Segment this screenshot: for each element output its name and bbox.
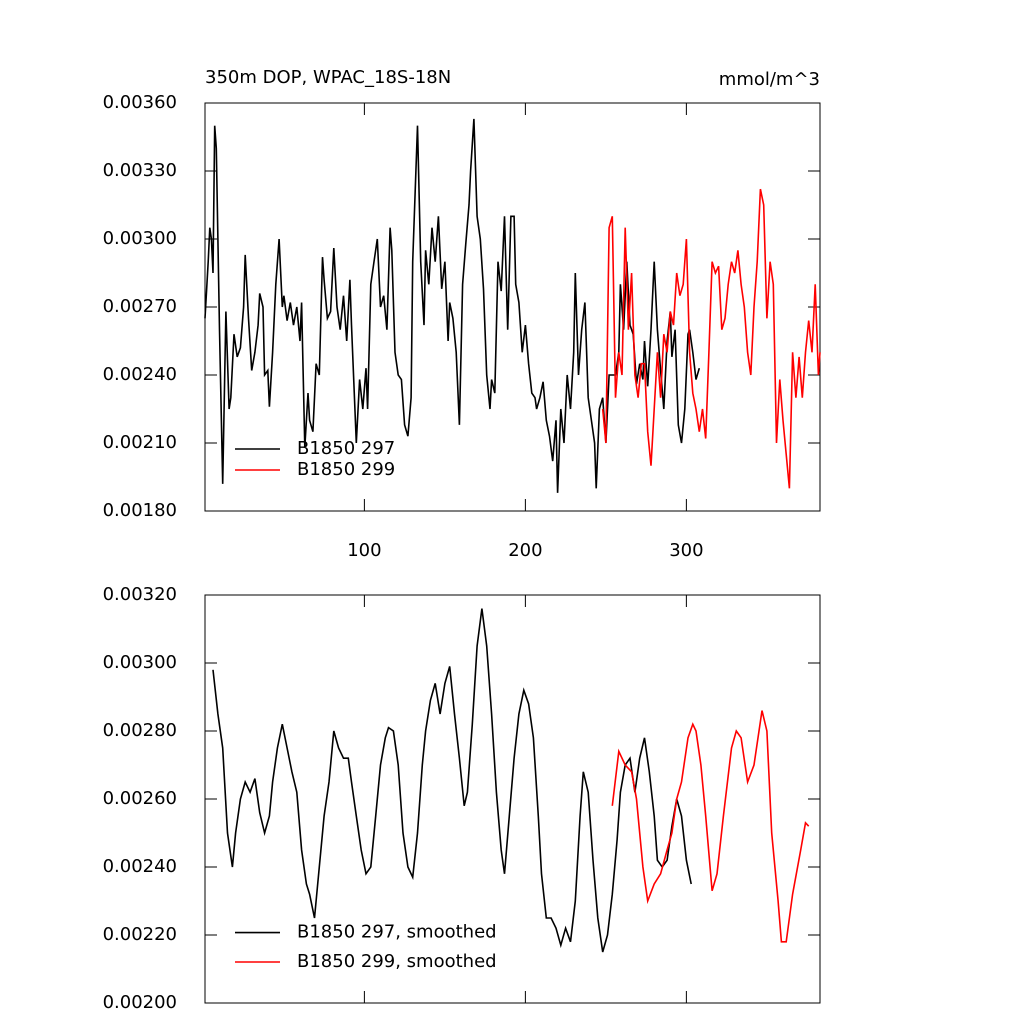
units-label: mmol/m^3 [719, 69, 820, 90]
x-tick-label: 200 [508, 540, 542, 561]
legend-label: B1850 297, smoothed [297, 922, 497, 943]
data-line [611, 710, 810, 943]
legend-label: B1850 299, smoothed [297, 951, 497, 972]
y-tick-label: 0.00280 [103, 720, 177, 741]
data-line [204, 118, 701, 493]
data-line [212, 608, 692, 953]
y-tick-label: 0.00360 [103, 92, 177, 113]
y-tick-label: 0.00300 [103, 652, 177, 673]
y-tick-label: 0.00220 [103, 924, 177, 945]
x-tick-label: 100 [347, 540, 381, 561]
data-line [601, 188, 821, 489]
y-tick-label: 0.00200 [103, 992, 177, 1013]
y-tick-label: 0.00240 [103, 364, 177, 385]
chart-title: 350m DOP, WPAC_18S-18N [205, 67, 451, 88]
y-tick-label: 0.00300 [103, 228, 177, 249]
y-tick-label: 0.00210 [103, 432, 177, 453]
y-tick-label: 0.00180 [103, 500, 177, 521]
y-tick-label: 0.00240 [103, 856, 177, 877]
legend-label: B1850 299 [297, 459, 395, 480]
y-tick-label: 0.00270 [103, 296, 177, 317]
y-tick-label: 0.00330 [103, 160, 177, 181]
y-tick-label: 0.00320 [103, 584, 177, 605]
x-tick-label: 300 [669, 540, 703, 561]
legend-label: B1850 297 [297, 438, 395, 459]
y-tick-label: 0.00260 [103, 788, 177, 809]
